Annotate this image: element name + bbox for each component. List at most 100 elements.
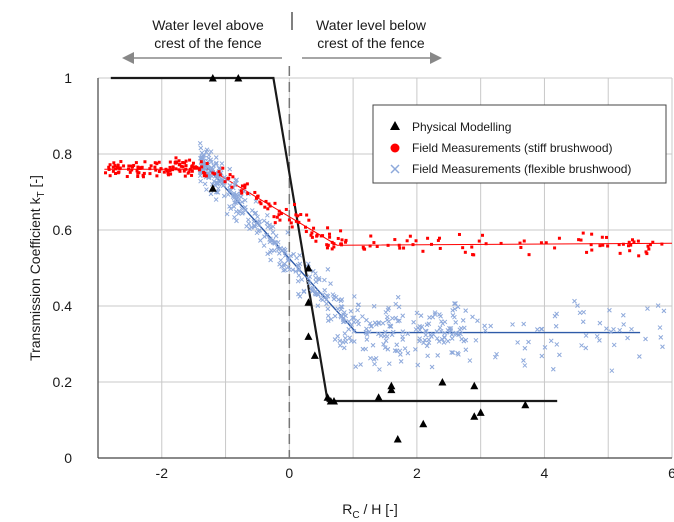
stiff-brushwood-point bbox=[590, 248, 594, 252]
cross-stroke bbox=[385, 307, 391, 313]
stiff-brushwood-point bbox=[402, 246, 406, 250]
stiff-brushwood-point bbox=[164, 167, 168, 171]
cross-stroke bbox=[583, 333, 589, 338]
cross-stroke bbox=[372, 320, 378, 326]
cross-stroke bbox=[355, 307, 360, 313]
stiff-brushwood-point bbox=[325, 243, 329, 247]
flexible-brushwood-point bbox=[604, 326, 609, 331]
legend-box bbox=[372, 104, 667, 184]
cross-stroke bbox=[461, 338, 467, 344]
cross-stroke bbox=[384, 334, 390, 339]
flexible-brushwood-point bbox=[256, 222, 262, 228]
flexible-brushwood-point bbox=[380, 320, 386, 326]
stiff-brushwood-point bbox=[183, 174, 187, 178]
flexible-brushwood-point bbox=[372, 361, 377, 367]
cross-stroke bbox=[306, 280, 312, 286]
stiff-brushwood-point bbox=[340, 243, 344, 247]
cross-stroke bbox=[643, 336, 648, 342]
flexible-brushwood-point bbox=[539, 353, 545, 359]
flexible-brushwood-point bbox=[382, 329, 388, 335]
physical-modelling-point bbox=[310, 351, 319, 359]
flexible-brushwood-point bbox=[426, 321, 432, 327]
cross-stroke bbox=[247, 226, 252, 232]
stiff-brushwood-point bbox=[470, 245, 474, 249]
annotation-right-line1: Water level below bbox=[316, 17, 427, 33]
flexible-brushwood-point bbox=[414, 310, 420, 316]
stiff-brushwood-point bbox=[372, 241, 376, 245]
physical-modelling-points bbox=[208, 74, 530, 443]
cross-stroke bbox=[535, 327, 540, 332]
cross-stroke bbox=[206, 173, 212, 179]
flexible-brushwood-point bbox=[239, 206, 245, 211]
cross-stroke bbox=[450, 307, 456, 313]
flexible-brushwood-point bbox=[456, 332, 461, 338]
flexible-brushwood-point bbox=[438, 328, 444, 334]
stiff-brushwood-point bbox=[294, 219, 298, 223]
cross-stroke bbox=[227, 188, 233, 194]
stiff-brushwood-point bbox=[411, 243, 415, 247]
flexible-brushwood-point bbox=[381, 341, 386, 347]
flexible-brushwood-point bbox=[200, 155, 206, 161]
cross-stroke bbox=[270, 229, 276, 235]
stiff-brushwood-point bbox=[414, 239, 418, 243]
flexible-brushwood-point bbox=[449, 336, 455, 341]
flexible-brushwood-point bbox=[473, 337, 479, 343]
cross-stroke bbox=[208, 191, 214, 197]
stiff-brushwood-point bbox=[154, 168, 158, 172]
cross-stroke bbox=[385, 346, 391, 352]
flexible-brushwood-point bbox=[355, 302, 361, 308]
stiff-brushwood-point bbox=[226, 177, 230, 181]
flexible-brushwood-point bbox=[385, 346, 391, 352]
cross-stroke bbox=[261, 243, 267, 248]
cross-stroke bbox=[325, 313, 331, 319]
flexible-brushwood-point bbox=[436, 339, 442, 344]
stiff-brushwood-point bbox=[171, 165, 175, 169]
flexible-brushwood-point bbox=[460, 318, 466, 323]
cross-stroke bbox=[427, 315, 432, 320]
cross-stroke bbox=[278, 257, 284, 263]
stiff-brushwood-point bbox=[116, 163, 120, 167]
stiff-brushwood-point bbox=[166, 171, 170, 175]
cross-stroke bbox=[276, 251, 282, 256]
physical-modelling-point bbox=[419, 419, 428, 428]
cross-stroke bbox=[426, 340, 432, 346]
flexible-brushwood-point bbox=[208, 191, 214, 197]
stiff-brushwood-point bbox=[328, 235, 332, 239]
cross-stroke bbox=[215, 189, 221, 195]
cross-stroke bbox=[423, 328, 428, 334]
flexible-brushwood-point bbox=[461, 325, 467, 331]
stiff-brushwood-point bbox=[457, 232, 461, 236]
stiff-brushwood-point bbox=[184, 159, 188, 163]
stiff-brushwood-point bbox=[421, 249, 425, 253]
cross-stroke bbox=[437, 312, 442, 317]
stiff-brushwood-point bbox=[259, 202, 263, 206]
physical-modelling-point bbox=[374, 393, 383, 401]
cross-stroke bbox=[597, 320, 603, 326]
stiff-brushwood-point bbox=[181, 161, 185, 165]
flexible-brushwood-point bbox=[252, 223, 257, 228]
physical-modelling-point bbox=[234, 74, 243, 82]
stiff-brushwood-point bbox=[153, 165, 157, 169]
stiff-brushwood-point bbox=[332, 242, 336, 246]
stiff-brushwood-point bbox=[174, 167, 178, 171]
flexible-brushwood-point bbox=[291, 251, 296, 257]
flexible-brushwood-point bbox=[463, 308, 469, 314]
stiff-brushwood-point bbox=[177, 163, 181, 167]
cross-stroke bbox=[580, 319, 586, 325]
cross-stroke bbox=[436, 339, 442, 344]
stiff-brushwood-point bbox=[527, 253, 531, 257]
cross-stroke bbox=[355, 302, 361, 308]
cross-stroke bbox=[288, 253, 294, 259]
flexible-brushwood-point bbox=[661, 308, 667, 314]
cross-stroke bbox=[242, 197, 248, 203]
flexible-brushwood-point bbox=[400, 334, 405, 339]
cross-stroke bbox=[281, 268, 286, 273]
stiff-brushwood-point bbox=[140, 165, 144, 169]
flexible-brushwood-point bbox=[228, 206, 234, 211]
stiff-brushwood-point bbox=[168, 165, 172, 169]
cross-stroke bbox=[579, 343, 584, 348]
flexible-brushwood-point bbox=[316, 277, 322, 283]
flexible-brushwood-point bbox=[483, 328, 488, 333]
flexible-brushwood-point bbox=[557, 352, 562, 358]
cross-stroke bbox=[363, 329, 369, 335]
